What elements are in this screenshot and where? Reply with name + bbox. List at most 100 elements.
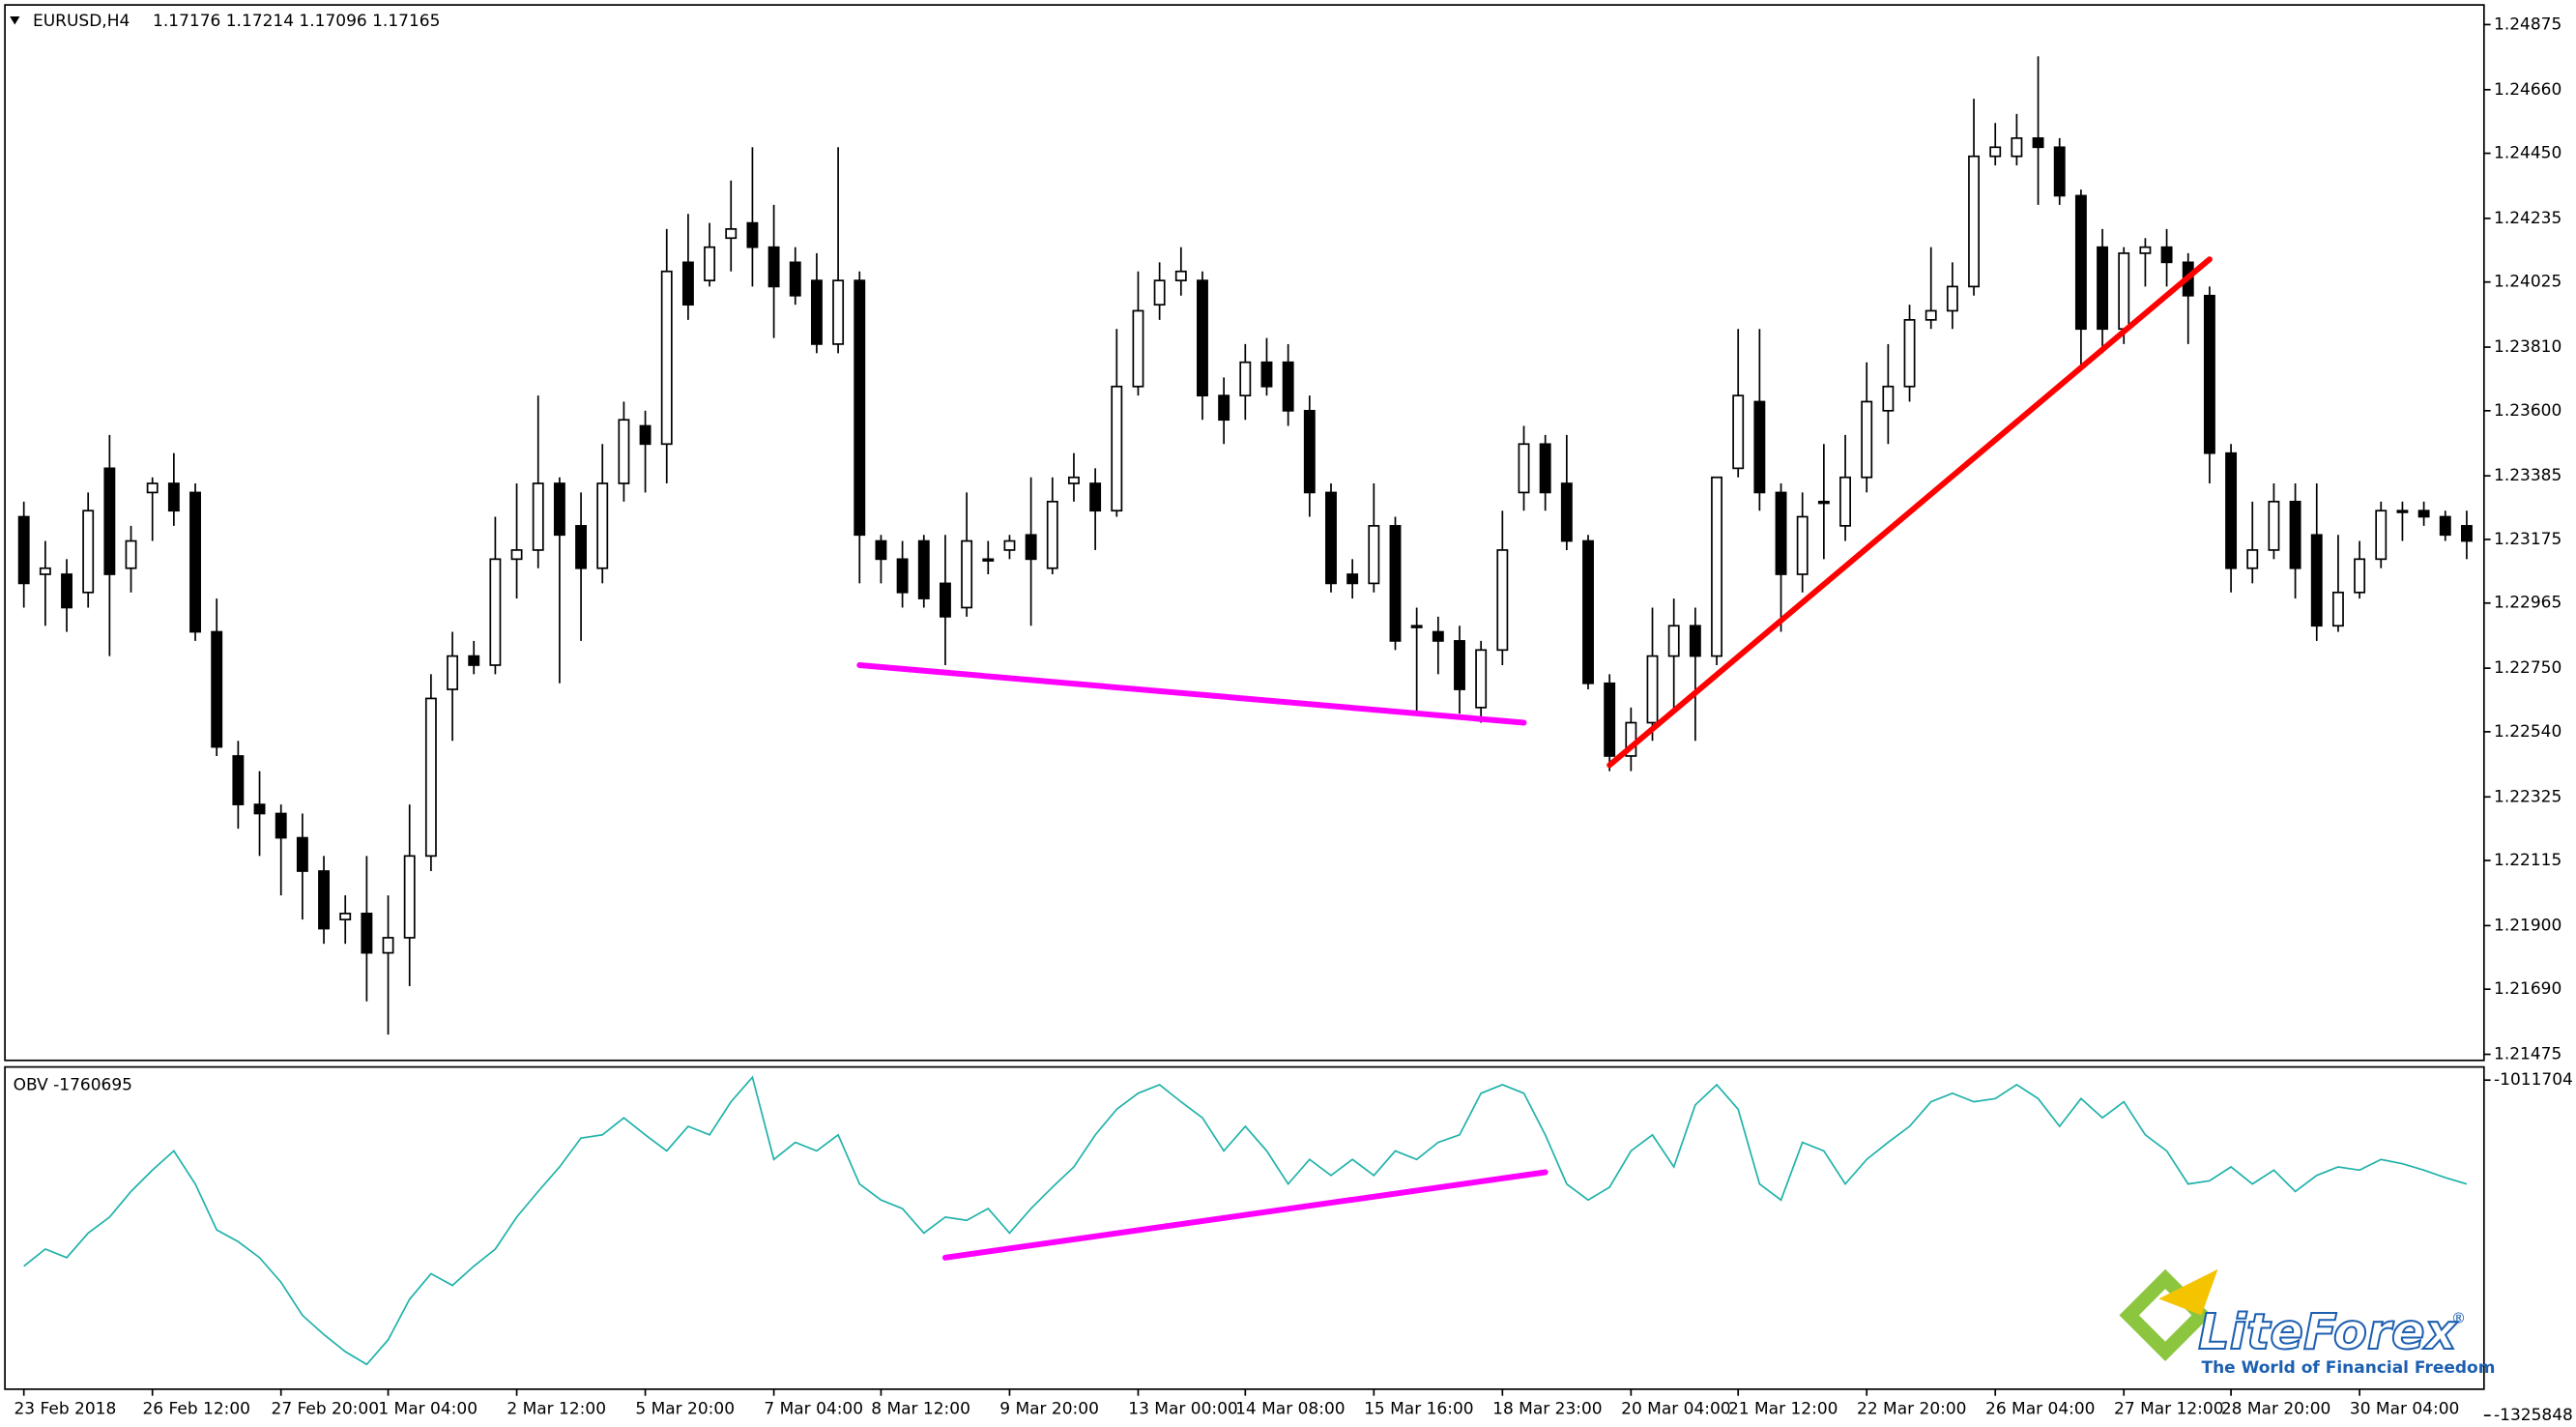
candle-body	[2289, 500, 2301, 569]
y-tick-label: 1.21690	[2494, 979, 2562, 999]
x-tick-label: 8 Mar 12:00	[871, 1399, 970, 1418]
candle-body	[1368, 525, 1380, 585]
x-tick-label: 27 Mar 12:00	[2114, 1399, 2223, 1418]
candle-body	[2246, 549, 2259, 569]
candle-body	[1410, 625, 1423, 628]
candle-body	[1025, 534, 1037, 561]
candle-body	[211, 630, 223, 748]
indicator-title: OBV -1760695	[14, 1075, 132, 1094]
candle-body	[1753, 400, 1766, 494]
x-tick-label: 30 Mar 04:00	[2350, 1399, 2459, 1418]
candle-body	[1197, 279, 1208, 397]
candle-body	[447, 655, 459, 690]
x-tick-label: 5 Mar 20:00	[635, 1399, 735, 1418]
quote-values: 1.17176 1.17214 1.17096 1.17165	[153, 12, 440, 31]
x-tick-label: 22 Mar 20:00	[1857, 1399, 1966, 1418]
x-tick-label: 7 Mar 04:00	[764, 1399, 863, 1418]
candle-body	[1260, 361, 1273, 388]
y-tick-label: 1.22325	[2494, 787, 2562, 806]
x-tick-label: 21 Mar 12:00	[1728, 1399, 1838, 1418]
y-tick-label: 1.22115	[2494, 851, 2562, 870]
y-tick-label: 1.22750	[2494, 658, 2562, 678]
candle-body	[2139, 246, 2152, 254]
x-tick-label: 15 Mar 16:00	[1364, 1399, 1473, 1418]
menu-arrow[interactable]	[10, 16, 20, 25]
x-tick-label: 26 Feb 12:00	[142, 1399, 250, 1418]
candle-body	[553, 482, 565, 537]
candle-body	[1046, 500, 1058, 569]
candle-body	[2160, 246, 2173, 264]
candle-body	[1111, 385, 1123, 512]
candle-body	[575, 525, 588, 569]
candle-body	[2268, 500, 2280, 551]
candle-body	[1861, 400, 1873, 479]
candle-body	[382, 937, 394, 954]
x-tick-label: 28 Mar 20:00	[2221, 1399, 2330, 1418]
candle-body	[2032, 137, 2044, 149]
trend-line	[941, 1169, 1548, 1261]
candle-body	[403, 855, 416, 939]
candle-body	[1667, 625, 1680, 657]
x-tick-label: 13 Mar 00:00	[1128, 1399, 1237, 1418]
y-tick-label: -1011704	[2494, 1070, 2573, 1090]
candle-body	[82, 510, 95, 594]
candle-body	[510, 549, 523, 561]
y-tick-label: -1325848	[2494, 1406, 2573, 1425]
candle-body	[1389, 525, 1402, 642]
candle-body	[1518, 443, 1530, 494]
candle-body	[275, 812, 287, 839]
y-tick-label: 1.24875	[2494, 15, 2562, 34]
candle-body	[318, 870, 330, 930]
candle-body	[2354, 558, 2366, 594]
trend-line	[856, 662, 1527, 726]
price-pane	[4, 4, 2485, 1062]
candle-body	[1839, 476, 1851, 527]
candle-body	[1432, 630, 1444, 642]
candle-body	[2439, 515, 2451, 537]
candle-body	[1989, 146, 2002, 158]
y-tick-label: 1.23175	[2494, 530, 2562, 549]
candle-body	[2203, 294, 2215, 454]
candle-body	[61, 573, 72, 609]
x-tick-label: 2 Mar 12:00	[507, 1399, 606, 1418]
candle-body	[2331, 591, 2344, 627]
x-tick-label: 23 Feb 2018	[14, 1399, 116, 1418]
candle-body	[2097, 246, 2109, 331]
candle-body	[468, 655, 480, 666]
candle-body	[1496, 549, 1509, 652]
candle-body	[1475, 649, 1488, 709]
logo: LiteForex ® The World of Financial Freed…	[2119, 1268, 2495, 1378]
y-tick-label: 1.21475	[2494, 1045, 2562, 1064]
candle-body	[961, 539, 973, 609]
candle-body	[681, 261, 694, 306]
x-tick-label: 27 Feb 20:00	[272, 1399, 380, 1418]
candle-body	[896, 558, 909, 594]
candle-body	[789, 261, 801, 297]
candle-body	[767, 246, 780, 288]
candle-body	[1325, 491, 1337, 585]
candle-body	[596, 482, 609, 569]
candle-body	[1539, 443, 1551, 494]
candle-body	[1646, 655, 1659, 724]
candle-body	[618, 419, 630, 484]
candle-body	[1689, 625, 1701, 657]
candle-body	[1132, 309, 1144, 388]
y-tick-label: 1.23385	[2494, 466, 2562, 485]
x-tick-label: 9 Mar 20:00	[999, 1399, 1099, 1418]
candle-body	[639, 424, 651, 446]
candle-body	[2118, 252, 2130, 331]
candle-body	[2011, 137, 2023, 158]
candle-body	[1218, 394, 1230, 422]
candle-body	[2396, 510, 2409, 513]
candle-body	[1775, 491, 1787, 575]
candle-body	[1003, 539, 1016, 551]
candle-body	[489, 558, 502, 666]
y-tick-label: 1.24025	[2494, 273, 2562, 292]
x-tick-label: 20 Mar 04:00	[1621, 1399, 1730, 1418]
indicator-pane	[4, 1065, 2485, 1390]
candle-body	[2053, 146, 2066, 197]
candle-body	[1946, 285, 1958, 312]
x-tick-label: 26 Mar 04:00	[1985, 1399, 2095, 1418]
candle-body	[2310, 534, 2323, 627]
